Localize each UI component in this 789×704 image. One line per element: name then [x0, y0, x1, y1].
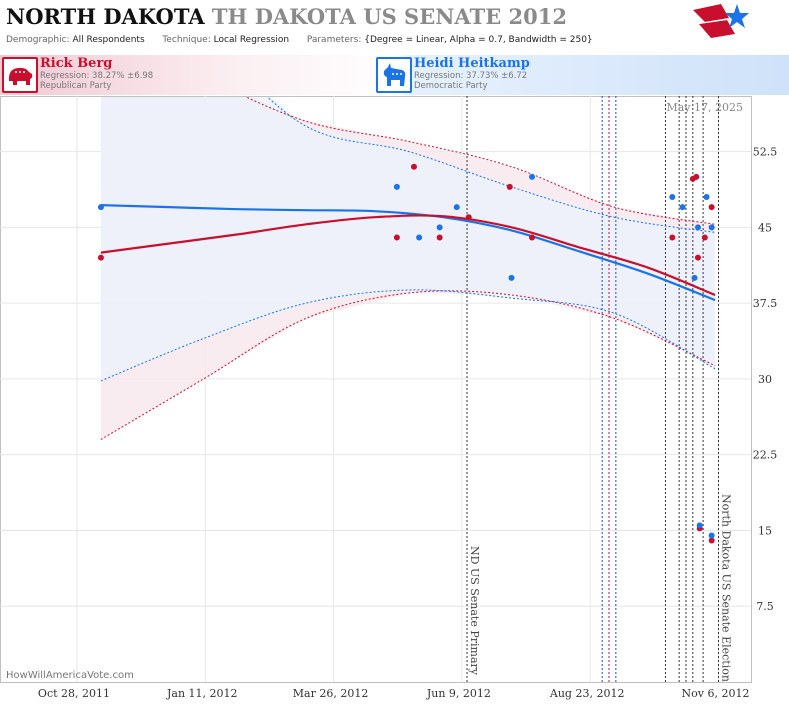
dem-poll-point — [708, 224, 715, 231]
elephant-icon — [2, 57, 38, 93]
watermark: HowWillAmericaVote.com — [6, 670, 134, 681]
y-tick-label: 15 — [758, 524, 772, 537]
chart-header: NORTH DAKOTA TH DAKOTA US SENATE 2012 De… — [0, 0, 789, 50]
dem-poll-point — [696, 522, 703, 529]
y-tick-label: 30 — [758, 373, 772, 386]
rep-poll-point — [436, 234, 443, 241]
rep-poll-point — [410, 163, 417, 170]
rep-poll-point — [701, 234, 708, 241]
dem-poll-point — [508, 274, 515, 281]
rep-poll-point — [529, 234, 536, 241]
y-tick-label: 45 — [758, 221, 772, 234]
rep-poll-point — [465, 214, 472, 221]
dem-trend-line — [100, 204, 716, 302]
rep-poll-point — [693, 173, 700, 180]
chart-parameters: Demographic: All Respondents Technique: … — [6, 35, 593, 45]
poll-points — [97, 163, 715, 544]
dem-party-label: Democratic Party — [414, 81, 488, 91]
rep-poll-point — [393, 234, 400, 241]
dem-confidence-band — [100, 97, 716, 381]
x-tick-label: Nov 6, 2012 — [682, 687, 750, 700]
rep-poll-point — [669, 234, 676, 241]
event-label: ND US Senate Primary — [468, 546, 481, 676]
dem-poll-point — [393, 183, 400, 190]
dem-poll-point — [97, 204, 104, 211]
donkey-icon — [376, 57, 412, 93]
dem-poll-point — [691, 274, 698, 281]
y-tick-label: 37.5 — [753, 297, 778, 310]
dem-poll-point — [416, 234, 423, 241]
dem-regression-value: Regression: 37.73% ±6.72 — [414, 71, 528, 81]
event-label: North Dakota US Senate Election — [719, 494, 732, 682]
plot-frame — [0, 96, 752, 683]
star-flag-logo-icon — [693, 4, 749, 38]
y-tick-label: 7.5 — [756, 600, 774, 613]
technique-key: Technique: — [162, 35, 211, 45]
rep-trend-line — [100, 214, 716, 297]
parameters-value: {Degree = Linear, Alpha = 0.7, Bandwidth… — [364, 35, 593, 45]
dem-poll-point — [679, 204, 686, 211]
rep-regression-value: Regression: 38.27% ±6.98 — [40, 71, 154, 81]
dem-poll-point — [669, 194, 676, 201]
chart-title: NORTH DAKOTA TH DAKOTA US SENATE 2012 — [6, 4, 567, 29]
axes: Oct 28, 2011 Jan 11, 2012 Mar 26, 2012 Jun … — [38, 146, 777, 700]
dem-upper-bound — [266, 97, 716, 233]
x-tick-label: Jan 11, 2012 — [166, 687, 238, 700]
title-main: NORTH DAKOTA — [6, 4, 205, 29]
rep-lower-bound — [100, 290, 716, 440]
x-tick-label: Mar 26, 2012 — [293, 687, 369, 700]
confidence-bands — [100, 97, 716, 440]
dem-poll-point — [694, 224, 701, 231]
dem-poll-point — [436, 224, 443, 231]
candidate-bar: Rick Berg Regression: 38.27% ±6.98 Repub… — [0, 55, 789, 95]
x-tick-label: Aug 23, 2012 — [549, 687, 625, 700]
rep-candidate-name: Rick Berg — [40, 56, 113, 71]
demographic-value: All Respondents — [72, 35, 145, 45]
x-tick-label: Jun 9, 2012 — [426, 687, 491, 700]
demographic-key: Demographic: — [6, 35, 70, 45]
y-tick-label: 52.5 — [753, 146, 778, 159]
dem-poll-point — [453, 204, 460, 211]
event-lines: ND US Senate Primary North Dakota US Sena… — [466, 96, 732, 682]
date-stamp: May 17, 2025 — [666, 101, 743, 114]
rep-poll-point — [708, 537, 715, 544]
dem-poll-point — [708, 532, 715, 539]
y-tick-label: 22.5 — [753, 449, 778, 462]
dem-poll-point — [529, 173, 536, 180]
dem-poll-point — [703, 194, 710, 201]
regression-chart: ND US Senate Primary North Dakota US Sena… — [0, 96, 777, 700]
dem-candidate-name: Heidi Heitkamp — [414, 56, 530, 71]
rep-poll-point — [708, 204, 715, 211]
parameters-key: Parameters: — [306, 35, 362, 45]
rep-upper-bound — [245, 97, 716, 225]
trend-lines — [100, 97, 716, 440]
x-tick-label: Oct 28, 2011 — [38, 687, 110, 700]
rep-poll-point — [97, 254, 104, 261]
technique-value: Local Regression — [213, 35, 290, 45]
rep-poll-point — [506, 183, 513, 190]
title-sub: TH DAKOTA US SENATE 2012 — [211, 4, 567, 29]
rep-poll-point — [694, 254, 701, 261]
rep-party-label: Republican Party — [40, 81, 112, 91]
